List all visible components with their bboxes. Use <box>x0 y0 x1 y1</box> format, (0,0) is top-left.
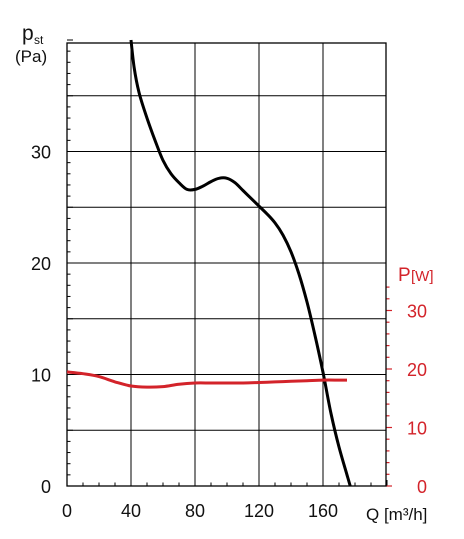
x-tick-label: 40 <box>121 501 141 521</box>
y-tick-label: 30 <box>31 143 51 163</box>
y2-axis-unit: [W] <box>411 268 434 285</box>
y-axis-label-main: p <box>22 22 34 45</box>
y2-tick-label: 30 <box>407 302 427 322</box>
x-axis-label: Q [m³/h] <box>366 505 427 524</box>
y-axis-label-sub: st <box>34 33 44 47</box>
y-tick-label: 0 <box>41 477 51 497</box>
y2-tick-label: 10 <box>407 419 427 439</box>
power-curve <box>66 370 347 389</box>
y2-tick-label: 0 <box>417 477 427 497</box>
tick-labels: 0 40 80 120 160 0 10 20 30 0 10 20 30 <box>31 143 427 522</box>
y-tick-label: 10 <box>31 366 51 386</box>
x-tick-label: 160 <box>308 501 338 521</box>
plot-frame <box>66 42 387 487</box>
y2-tick-label: 20 <box>407 360 427 380</box>
y-axis-unit: (Pa) <box>15 47 47 66</box>
pressure-curve <box>129 39 352 487</box>
y-tick-label: 20 <box>31 254 51 274</box>
x-tick-label: 120 <box>244 501 274 521</box>
y2-axis-label-main: P <box>398 265 411 286</box>
grid <box>67 43 386 486</box>
curves <box>66 39 352 487</box>
x-tick-label: 0 <box>62 501 72 521</box>
x-tick-label: 80 <box>185 501 205 521</box>
